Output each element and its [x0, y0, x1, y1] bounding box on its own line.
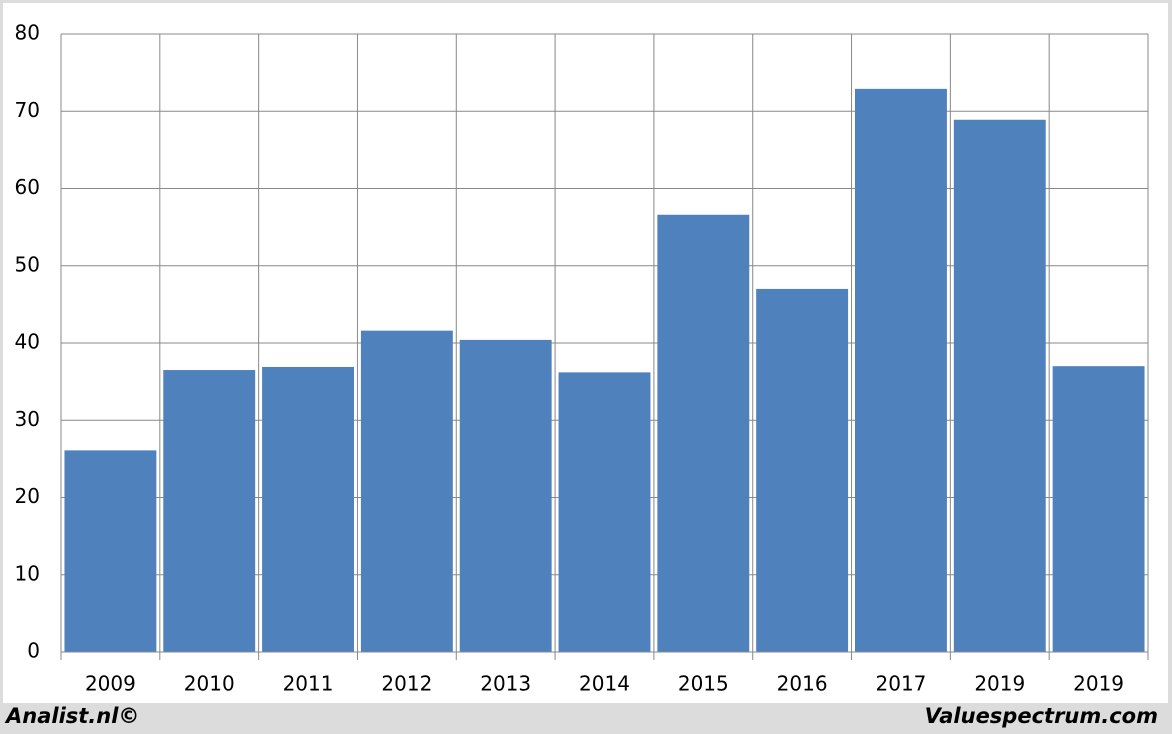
y-tick-label: 30 [15, 407, 40, 431]
x-tick-label: 2013 [480, 672, 531, 696]
y-tick-label: 40 [15, 330, 40, 354]
bar [163, 370, 256, 652]
footer-left: Analist.nl© [4, 704, 139, 728]
x-tick-label: 2011 [283, 672, 334, 696]
footer-right: Valuespectrum.com [925, 704, 1158, 728]
bar [64, 450, 157, 652]
bar [855, 88, 947, 652]
x-tick-label: 2019 [1073, 672, 1124, 696]
x-tick-label: 2014 [579, 672, 630, 696]
bar [1052, 366, 1145, 652]
x-tick-label: 2015 [678, 672, 729, 696]
bar [558, 372, 651, 652]
y-tick-label: 70 [15, 98, 40, 122]
x-tick-label: 2009 [85, 672, 136, 696]
y-tick-label: 60 [15, 175, 40, 199]
x-tick-label: 2019 [974, 672, 1025, 696]
x-tick-label: 2010 [184, 672, 235, 696]
x-tick-label: 2016 [777, 672, 828, 696]
bar [262, 366, 354, 652]
x-tick-label: 2012 [381, 672, 432, 696]
bar [360, 330, 453, 652]
bar [953, 119, 1046, 652]
bar [756, 288, 849, 652]
y-tick-label: 20 [15, 484, 40, 508]
y-tick-label: 0 [27, 639, 40, 663]
x-tick-label: 2017 [876, 672, 927, 696]
bar [459, 339, 552, 652]
y-tick-label: 10 [15, 561, 40, 585]
y-tick-label: 50 [15, 252, 40, 276]
bar [657, 214, 750, 652]
y-tick-label: 80 [15, 21, 40, 45]
